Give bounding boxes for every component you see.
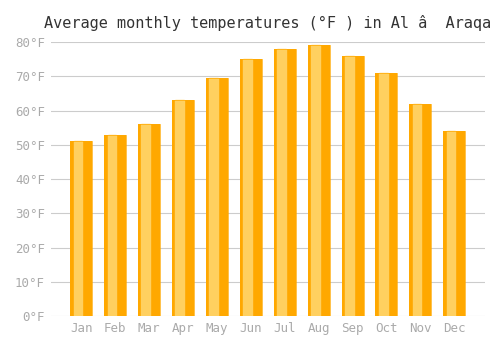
Bar xyxy=(410,104,432,316)
Bar xyxy=(108,134,116,316)
Bar xyxy=(243,59,252,316)
Title: Average monthly temperatures (°F ) in Al â  Araqa: Average monthly temperatures (°F ) in Al… xyxy=(44,15,492,31)
Bar xyxy=(446,131,456,316)
Bar xyxy=(74,141,82,316)
Bar xyxy=(142,124,150,316)
Bar xyxy=(206,78,228,316)
Bar xyxy=(376,73,398,316)
Bar xyxy=(378,73,388,316)
Bar xyxy=(70,141,92,316)
Bar xyxy=(308,45,330,316)
Bar xyxy=(209,78,218,316)
Bar xyxy=(274,49,295,316)
Bar xyxy=(342,56,363,316)
Bar xyxy=(240,59,262,316)
Bar xyxy=(412,104,422,316)
Bar xyxy=(104,134,126,316)
Bar xyxy=(308,45,330,316)
Bar xyxy=(277,49,286,316)
Bar xyxy=(104,134,126,316)
Bar xyxy=(70,141,92,316)
Bar xyxy=(443,131,466,316)
Bar xyxy=(206,78,228,316)
Bar xyxy=(240,59,262,316)
Bar xyxy=(172,100,194,316)
Bar xyxy=(138,124,160,316)
Bar xyxy=(342,56,363,316)
Bar xyxy=(311,45,320,316)
Bar xyxy=(410,104,432,316)
Bar xyxy=(176,100,184,316)
Bar xyxy=(138,124,160,316)
Bar xyxy=(172,100,194,316)
Bar xyxy=(376,73,398,316)
Bar xyxy=(443,131,466,316)
Bar xyxy=(345,56,354,316)
Bar xyxy=(274,49,295,316)
